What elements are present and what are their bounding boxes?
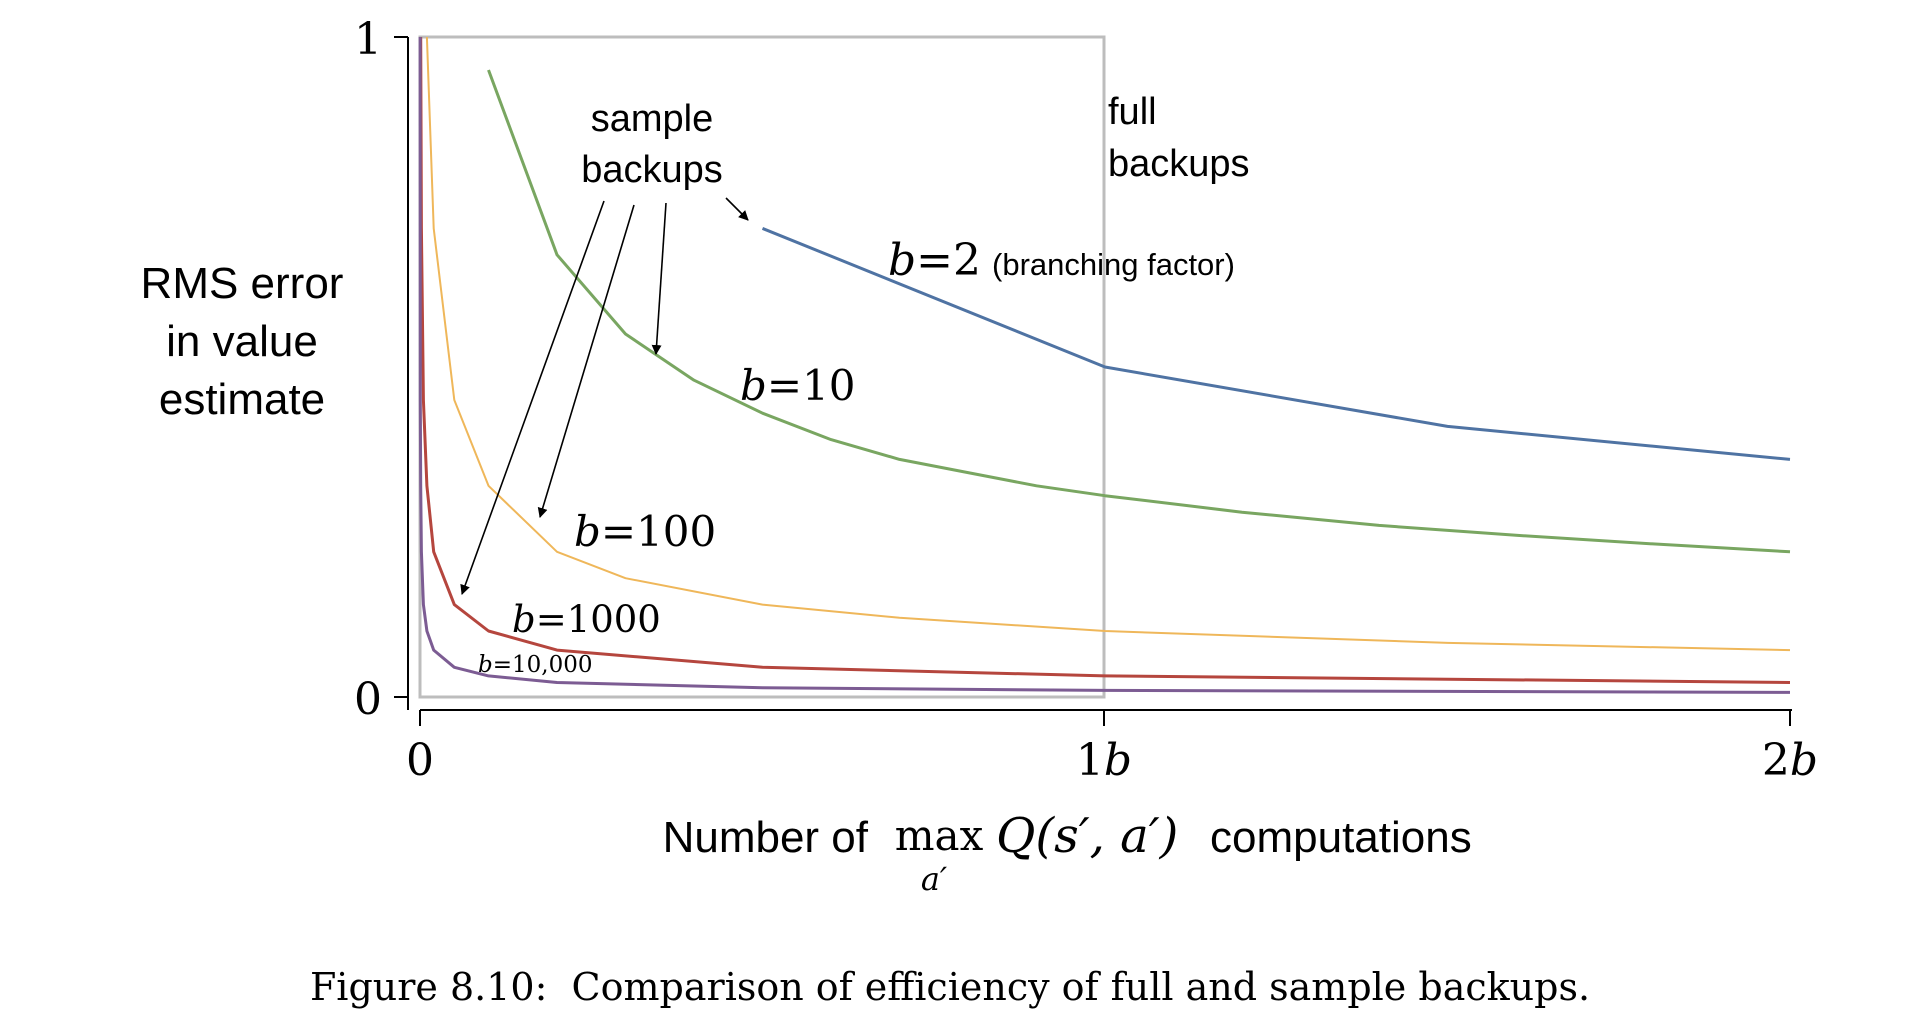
series-label-b10000: b=10,000 (478, 652, 592, 678)
annotation-arrow (725, 197, 749, 221)
x-tick-label: 2b (1762, 735, 1818, 786)
x-axis-label-prefix: Number of (663, 813, 869, 862)
series-line-b2 (761, 227, 1791, 461)
annotation-arrow (651, 202, 667, 355)
x-axis-label-suffix: computations (1210, 813, 1472, 862)
x-axis-label: Number of max a′ Q(s′, a′) computations (663, 808, 1472, 898)
annotation-text: backups (581, 149, 723, 191)
y-axis-label-line: RMS error (141, 259, 344, 308)
y-axis-label-line: estimate (159, 375, 325, 424)
figure-caption: Figure 8.10: Comparison of efficiency of… (310, 965, 1590, 1009)
x-axis-label-expression: Q(s′, a′) (996, 808, 1178, 864)
series-line-b10000 (418, 36, 1791, 694)
annotation-text: sample (591, 98, 714, 140)
series-label-b2: b=2 (888, 235, 981, 286)
series-line-b1000 (419, 36, 1791, 684)
full-backups-annotation: full backups (1108, 91, 1250, 185)
annotation-text: full (1108, 91, 1157, 133)
y-axis-label: RMS error in value estimate (141, 259, 344, 424)
series-label-note: (branching factor) (992, 247, 1235, 282)
x-tick-label: 1b (1076, 735, 1132, 786)
series-line-b100 (425, 36, 1791, 652)
x-tick-label: 0 (406, 735, 434, 786)
series-label-b100: b=100 (574, 507, 716, 556)
series-line-b10 (487, 69, 1791, 554)
annotation-text: backups (1108, 143, 1250, 185)
annotation-arrow (460, 200, 605, 595)
x-axis-label-sub: a′ (921, 860, 948, 898)
annotation-arrow (537, 204, 635, 518)
series-label-b10: b=10 (740, 361, 856, 410)
x-axis-label-max: max (895, 811, 984, 860)
y-tick-label: 0 (354, 674, 382, 725)
y-tick-label: 1 (354, 14, 382, 65)
y-axis-label-line: in value (166, 317, 318, 366)
series-label-b1000: b=1000 (512, 598, 661, 641)
sample-backups-annotation: sample backups (460, 98, 749, 595)
